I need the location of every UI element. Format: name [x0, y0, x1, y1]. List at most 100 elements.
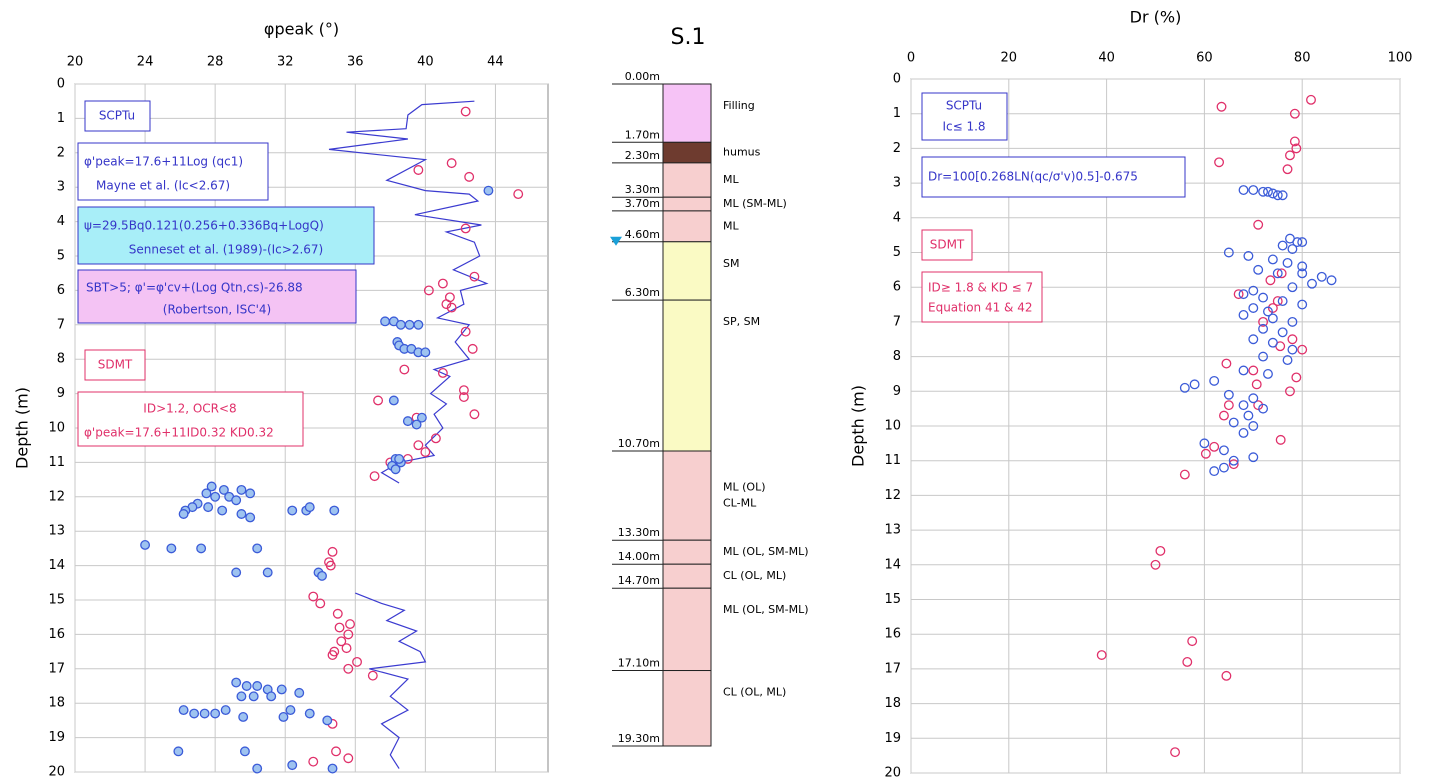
data-point	[1209, 375, 1220, 386]
data-point	[395, 319, 406, 330]
x-tick-label: 100	[1388, 51, 1413, 66]
data-point	[1267, 337, 1278, 348]
data-point	[294, 687, 305, 698]
data-point	[1243, 410, 1254, 421]
y-tick-label: 16	[48, 627, 65, 642]
data-point	[322, 715, 333, 726]
data-point	[140, 540, 151, 550]
soil-layer	[662, 587, 712, 672]
data-point	[236, 509, 247, 519]
data-point	[210, 491, 221, 502]
data-point	[210, 708, 221, 719]
data-point	[1282, 355, 1293, 366]
data-point	[394, 454, 405, 464]
annotation: Senneset et al. (1989)-(Ic>2.67)	[129, 243, 323, 257]
y-tick-label: 18	[48, 696, 65, 711]
data-point	[266, 691, 277, 702]
data-point	[1248, 185, 1259, 195]
data-point	[458, 385, 469, 396]
data-point	[411, 419, 422, 430]
data-point	[199, 708, 210, 719]
soil-layer	[662, 299, 712, 452]
data-point	[1263, 306, 1273, 317]
data-point	[285, 705, 296, 716]
y-tick-label: 17	[884, 661, 901, 676]
annotation-box	[921, 156, 1186, 198]
data-point	[252, 763, 263, 774]
data-point	[334, 622, 345, 633]
layer-label: humus	[723, 146, 761, 159]
depth-label: 2.30m	[625, 149, 660, 162]
data-point	[1155, 545, 1166, 556]
data-point	[1272, 268, 1283, 279]
data-point	[1238, 310, 1249, 320]
layer-label: Filling	[723, 99, 755, 112]
data-point	[341, 643, 352, 654]
data-point	[1289, 136, 1300, 147]
data-point	[327, 546, 338, 557]
data-point	[1251, 379, 1262, 390]
data-point	[317, 570, 327, 581]
data-point	[1306, 94, 1316, 105]
data-point	[217, 505, 228, 516]
data-point	[1223, 389, 1234, 400]
annotation: Ic≤ 1.8	[942, 120, 985, 134]
data-point	[1272, 296, 1283, 307]
data-point	[287, 505, 298, 516]
data-point	[1277, 327, 1288, 338]
annotation: Dr=100[0.268LN(qc/σ'v)0.5]-0.675	[928, 170, 1138, 184]
data-point	[1258, 292, 1269, 303]
annotation: SDMT	[930, 238, 965, 252]
y-tick-label: 14	[48, 558, 65, 573]
y-tick-label: 9	[57, 386, 65, 401]
y-tick-label: 2	[57, 145, 65, 160]
data-point	[1276, 268, 1287, 279]
y-tick-label: 16	[884, 627, 901, 642]
y-tick-label: 15	[48, 593, 65, 608]
data-point	[1258, 323, 1269, 334]
data-point	[402, 416, 413, 427]
y-tick-label: 5	[57, 249, 65, 264]
data-point	[245, 512, 256, 523]
y-tick-label: 0	[893, 72, 901, 87]
data-point	[276, 684, 287, 695]
layer-label: CL (OL, ML)	[723, 569, 786, 582]
y-tick-label: 15	[884, 592, 901, 607]
data-point	[331, 746, 341, 757]
data-point	[241, 681, 252, 691]
data-point	[239, 746, 250, 757]
data-point	[1248, 452, 1259, 463]
data-point	[1258, 186, 1269, 197]
data-point	[1248, 285, 1259, 296]
data-point	[1258, 316, 1269, 327]
y-tick-label: 20	[48, 765, 65, 778]
data-point	[1316, 271, 1327, 282]
data-point	[231, 567, 242, 578]
data-point	[1267, 188, 1278, 199]
data-point	[446, 302, 457, 313]
chart-title: Dr (%)	[1130, 8, 1182, 27]
data-point	[308, 591, 319, 602]
y-axis-label: Depth (m)	[849, 385, 868, 467]
data-point	[1263, 369, 1273, 379]
data-point	[252, 543, 263, 554]
data-point	[231, 677, 242, 688]
data-point	[1258, 351, 1269, 362]
layer-label: CL (OL, ML)	[723, 686, 786, 699]
data-point	[1253, 264, 1264, 275]
data-point	[1238, 185, 1249, 195]
data-point	[1291, 143, 1302, 154]
annotation: SCPTu	[99, 109, 135, 123]
data-point	[1179, 382, 1190, 393]
layer-label: ML	[723, 173, 739, 186]
data-point	[1243, 251, 1254, 261]
data-point	[1248, 365, 1259, 376]
data-point	[460, 223, 471, 234]
data-point	[1219, 445, 1229, 456]
soil-layer	[662, 210, 712, 243]
x-tick-label: 60	[1196, 51, 1213, 66]
borehole-log: Filling humus ML ML (SM-ML) ML SM SP, SM ML (OL…	[610, 70, 809, 747]
data-point	[201, 488, 212, 499]
data-point	[1267, 303, 1278, 313]
data-point	[304, 502, 315, 513]
